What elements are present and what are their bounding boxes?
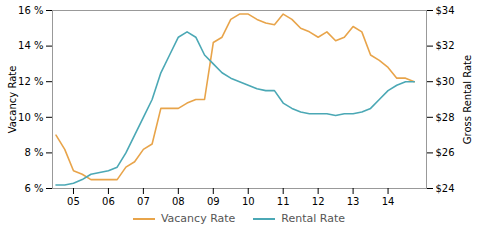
svg-text:08: 08	[172, 196, 185, 207]
svg-text:Gross Rental Rate: Gross Rental Rate	[462, 55, 473, 144]
svg-text:$26: $26	[436, 147, 455, 158]
svg-text:09: 09	[207, 196, 220, 207]
svg-text:8 %: 8 %	[24, 147, 43, 158]
svg-text:$28: $28	[436, 112, 455, 123]
svg-text:$30: $30	[436, 76, 455, 87]
svg-text:12: 12	[312, 196, 325, 207]
svg-text:6 %: 6 %	[24, 183, 43, 194]
html-text:Rental Rate: Rental Rate	[281, 212, 346, 225]
svg-text:10: 10	[242, 196, 255, 207]
svg-text:07: 07	[137, 196, 150, 207]
svg-text:16 %: 16 %	[18, 5, 43, 16]
html-text:Vacancy Rate: Vacancy Rate	[160, 212, 236, 225]
svg-text:$34: $34	[436, 5, 455, 16]
svg-text:06: 06	[102, 196, 115, 207]
svg-text:$32: $32	[436, 40, 455, 51]
svg-text:$24: $24	[436, 183, 455, 194]
svg-text:05: 05	[67, 196, 80, 207]
svg-text:11: 11	[277, 196, 290, 207]
svg-text:14: 14	[382, 196, 395, 207]
svg-text:13: 13	[347, 196, 360, 207]
svg-text:14 %: 14 %	[18, 40, 43, 51]
svg-text:12 %: 12 %	[18, 76, 43, 87]
svg-text:10 %: 10 %	[18, 112, 43, 123]
svg-text:Vacancy Rate: Vacancy Rate	[7, 66, 18, 134]
